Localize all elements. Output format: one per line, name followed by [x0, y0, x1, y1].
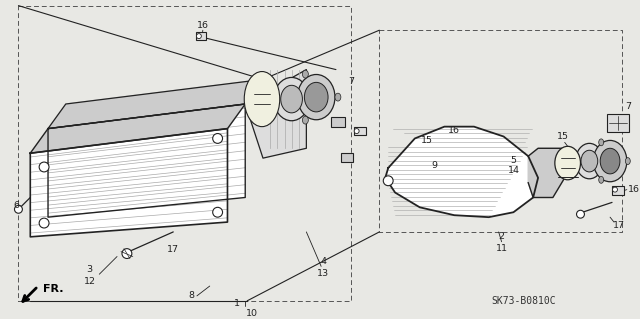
- Text: 13: 13: [317, 269, 329, 278]
- Ellipse shape: [599, 176, 604, 183]
- Circle shape: [15, 205, 22, 213]
- Ellipse shape: [593, 140, 627, 182]
- Text: 11: 11: [495, 244, 508, 253]
- Circle shape: [354, 129, 359, 134]
- Circle shape: [122, 249, 132, 258]
- Ellipse shape: [305, 82, 328, 112]
- Text: 2: 2: [499, 232, 504, 241]
- Circle shape: [212, 207, 223, 217]
- Text: 15: 15: [557, 132, 569, 141]
- FancyBboxPatch shape: [354, 127, 365, 136]
- Ellipse shape: [335, 93, 341, 101]
- Ellipse shape: [274, 78, 309, 121]
- Text: FR.: FR.: [43, 284, 63, 294]
- FancyBboxPatch shape: [341, 153, 353, 162]
- Text: 17: 17: [613, 220, 625, 230]
- Polygon shape: [385, 127, 538, 217]
- Polygon shape: [245, 70, 307, 158]
- Text: 15: 15: [420, 136, 433, 145]
- Text: 17: 17: [167, 245, 179, 254]
- Polygon shape: [30, 104, 245, 153]
- Circle shape: [39, 162, 49, 172]
- FancyBboxPatch shape: [196, 32, 206, 40]
- Ellipse shape: [303, 70, 308, 78]
- Ellipse shape: [581, 150, 598, 172]
- Ellipse shape: [625, 158, 630, 165]
- Ellipse shape: [600, 148, 620, 174]
- Text: 8: 8: [188, 291, 194, 300]
- Ellipse shape: [244, 71, 280, 127]
- Polygon shape: [48, 104, 245, 217]
- Polygon shape: [528, 148, 568, 197]
- Ellipse shape: [298, 75, 335, 120]
- Ellipse shape: [281, 85, 303, 113]
- Circle shape: [196, 34, 202, 39]
- Ellipse shape: [599, 139, 604, 146]
- Ellipse shape: [555, 146, 580, 180]
- Text: 16: 16: [197, 21, 209, 30]
- Text: 16: 16: [628, 185, 640, 194]
- Text: 3: 3: [86, 265, 93, 274]
- Text: 6: 6: [13, 201, 19, 210]
- Text: SK73-B0810C: SK73-B0810C: [491, 296, 556, 306]
- Ellipse shape: [303, 116, 308, 124]
- Text: 16: 16: [448, 126, 460, 135]
- Text: 14: 14: [508, 167, 520, 175]
- Text: 7: 7: [625, 102, 631, 111]
- Text: 9: 9: [431, 161, 438, 170]
- Text: 1: 1: [234, 299, 241, 308]
- FancyBboxPatch shape: [607, 114, 628, 131]
- Circle shape: [577, 210, 584, 218]
- Text: 5: 5: [511, 156, 516, 165]
- Circle shape: [612, 187, 618, 192]
- FancyBboxPatch shape: [612, 186, 624, 195]
- Ellipse shape: [575, 143, 603, 179]
- Text: 10: 10: [246, 309, 258, 318]
- Polygon shape: [30, 129, 227, 237]
- Text: 12: 12: [83, 277, 95, 286]
- FancyBboxPatch shape: [331, 117, 345, 127]
- Polygon shape: [48, 79, 263, 129]
- Circle shape: [212, 134, 223, 143]
- Circle shape: [39, 218, 49, 228]
- Circle shape: [383, 176, 393, 186]
- Text: 7: 7: [348, 77, 354, 86]
- Text: 4: 4: [320, 257, 326, 266]
